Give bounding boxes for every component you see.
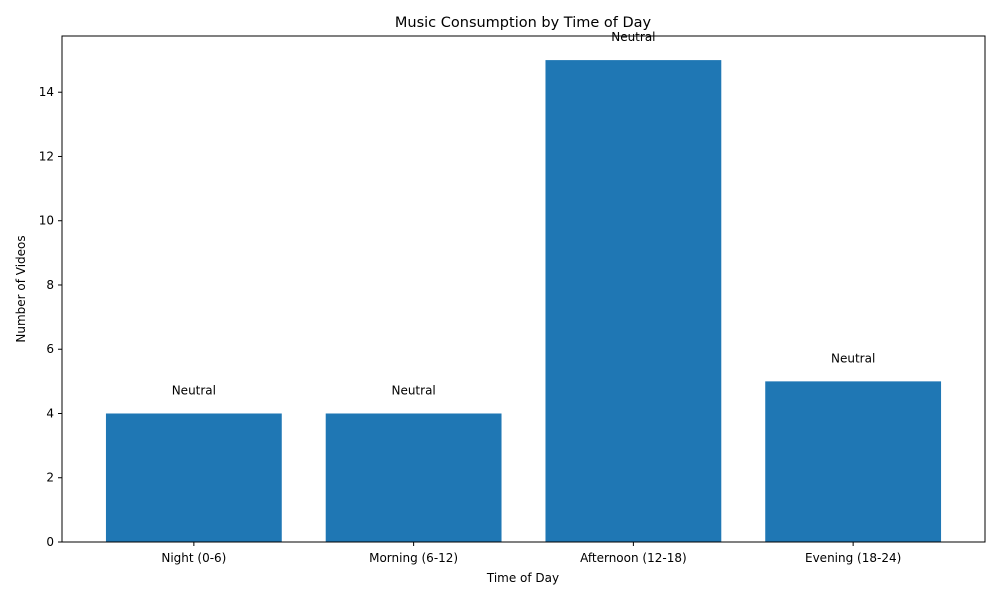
y-axis-label: Number of Videos xyxy=(14,235,28,342)
plot-frame xyxy=(61,35,986,543)
y-tick-label: 12 xyxy=(39,149,54,163)
x-axis: Night (0-6) Morning (6-12) Afternoon (12-1… xyxy=(161,542,901,565)
bar xyxy=(325,413,502,542)
y-tick-label: 6 xyxy=(46,342,54,356)
x-tick-label: Night (0-6) xyxy=(161,551,226,565)
y-axis: 0 2 4 6 8 10 12 14 xyxy=(39,85,62,549)
bar xyxy=(765,381,942,542)
bars-group xyxy=(105,60,942,542)
y-tick-label: 0 xyxy=(46,535,54,549)
bar xyxy=(105,413,282,542)
y-tick-label: 10 xyxy=(39,214,54,228)
chart-title: Music Consumption by Time of Day xyxy=(395,15,652,31)
y-tick-label: 14 xyxy=(39,85,54,99)
x-tick-label: Evening (18-24) xyxy=(805,551,901,565)
bar xyxy=(545,60,722,542)
y-tick-label: 2 xyxy=(46,471,54,485)
x-axis-label: Time of Day xyxy=(486,571,559,585)
y-tick-label: 8 xyxy=(46,278,54,292)
bar-data-label: Neutral xyxy=(611,30,655,44)
x-tick-label: Morning (6-12) xyxy=(369,551,458,565)
x-tick-label: Afternoon (12-18) xyxy=(580,551,687,565)
bar-data-label: Neutral xyxy=(391,383,435,397)
bar-data-label: Neutral xyxy=(831,351,875,365)
y-tick-label: 4 xyxy=(46,406,54,420)
bar-labels-group: Neutral Neutral Neutral Neutral xyxy=(172,30,876,397)
bar-data-label: Neutral xyxy=(172,383,216,397)
